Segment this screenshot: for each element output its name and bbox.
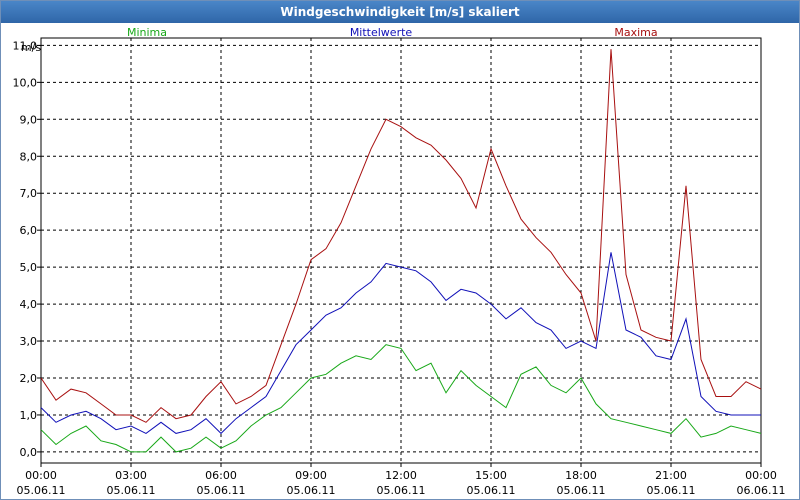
x-tick-time-label: 03:00 xyxy=(115,469,147,482)
y-tick-label: 6,0 xyxy=(20,224,38,237)
x-tick-time-label: 00:00 xyxy=(745,469,777,482)
window-title: Windgeschwindigkeit [m/s] skaliert xyxy=(1,1,799,23)
series-line-maxima xyxy=(40,49,762,423)
y-tick-label: 8,0 xyxy=(20,150,38,163)
y-tick-label: 3,0 xyxy=(20,335,38,348)
series-line-mittelwerte xyxy=(40,252,761,435)
series-line-minima xyxy=(40,344,762,453)
x-tick-time-label: 00:00 xyxy=(25,469,57,482)
legend-entry-minima: Minima xyxy=(127,26,167,39)
y-tick-label: 2,0 xyxy=(20,372,38,385)
y-tick-label: 0,0 xyxy=(20,446,38,459)
y-tick-label: 10,0 xyxy=(13,76,38,89)
x-tick-time-label: 12:00 xyxy=(385,469,417,482)
x-tick-date-label: 05.06.11 xyxy=(17,484,66,497)
y-tick-label: 4,0 xyxy=(20,298,38,311)
y-tick-label: 5,0 xyxy=(20,261,38,274)
x-tick-date-label: 05.06.11 xyxy=(287,484,336,497)
x-tick-time-label: 18:00 xyxy=(565,469,597,482)
x-tick-date-label: 05.06.11 xyxy=(377,484,426,497)
y-tick-label: 11,0 xyxy=(13,39,38,52)
y-tick-label: 7,0 xyxy=(20,187,38,200)
y-axis-label: m/s xyxy=(21,41,41,54)
x-tick-time-label: 09:00 xyxy=(295,469,327,482)
x-tick-date-label: 06.06.11 xyxy=(737,484,786,497)
x-tick-date-label: 05.06.11 xyxy=(647,484,696,497)
legend-entry-mittelwerte: Mittelwerte xyxy=(350,26,413,39)
x-tick-date-label: 05.06.11 xyxy=(197,484,246,497)
x-tick-time-label: 21:00 xyxy=(655,469,687,482)
legend-entry-maxima: Maxima xyxy=(614,26,657,39)
x-tick-date-label: 05.06.11 xyxy=(557,484,606,497)
x-tick-time-label: 15:00 xyxy=(475,469,507,482)
y-tick-label: 9,0 xyxy=(20,113,38,126)
x-tick-date-label: 05.06.11 xyxy=(107,484,156,497)
y-tick-label: 1,0 xyxy=(20,409,38,422)
x-tick-date-label: 05.06.11 xyxy=(467,484,516,497)
x-tick-time-label: 06:00 xyxy=(205,469,237,482)
